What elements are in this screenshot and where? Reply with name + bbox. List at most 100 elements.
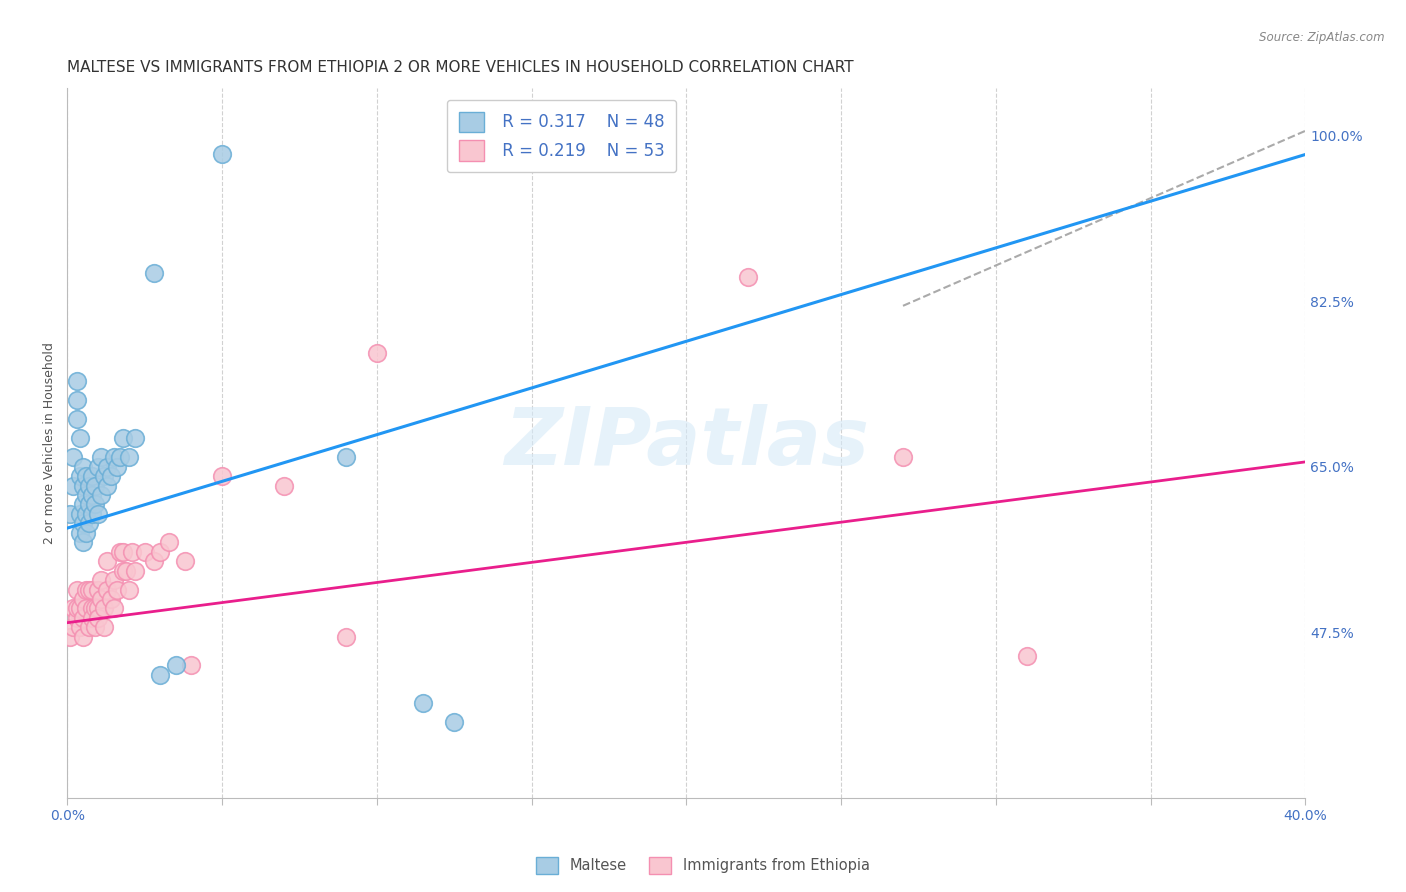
Point bbox=[69, 431, 91, 445]
Point bbox=[80, 488, 103, 502]
Point bbox=[59, 507, 82, 521]
Point bbox=[412, 696, 434, 710]
Point bbox=[80, 601, 103, 615]
Point bbox=[118, 582, 141, 597]
Point bbox=[59, 630, 82, 644]
Point bbox=[96, 478, 118, 492]
Point bbox=[75, 582, 97, 597]
Point bbox=[69, 525, 91, 540]
Point bbox=[72, 498, 94, 512]
Text: ZIPatlas: ZIPatlas bbox=[503, 404, 869, 482]
Point bbox=[90, 450, 112, 465]
Point bbox=[737, 270, 759, 285]
Point bbox=[69, 469, 91, 483]
Point bbox=[75, 469, 97, 483]
Point bbox=[80, 469, 103, 483]
Legend:  R = 0.317    N = 48,  R = 0.219    N = 53: R = 0.317 N = 48, R = 0.219 N = 53 bbox=[447, 100, 676, 172]
Point bbox=[111, 545, 134, 559]
Point bbox=[105, 459, 128, 474]
Point bbox=[149, 667, 172, 681]
Point bbox=[121, 545, 143, 559]
Point bbox=[335, 630, 357, 644]
Point bbox=[100, 469, 122, 483]
Point bbox=[111, 564, 134, 578]
Point bbox=[72, 459, 94, 474]
Point bbox=[180, 658, 202, 673]
Point bbox=[65, 601, 87, 615]
Point bbox=[173, 554, 195, 568]
Point bbox=[90, 592, 112, 607]
Point bbox=[65, 582, 87, 597]
Point bbox=[87, 601, 110, 615]
Text: Source: ZipAtlas.com: Source: ZipAtlas.com bbox=[1260, 31, 1385, 45]
Point bbox=[157, 535, 180, 549]
Point bbox=[84, 478, 107, 492]
Point bbox=[62, 601, 84, 615]
Point bbox=[87, 611, 110, 625]
Point bbox=[77, 478, 100, 492]
Point bbox=[96, 582, 118, 597]
Point bbox=[75, 601, 97, 615]
Point bbox=[142, 554, 165, 568]
Point bbox=[65, 611, 87, 625]
Point bbox=[80, 582, 103, 597]
Point bbox=[62, 620, 84, 634]
Point bbox=[87, 459, 110, 474]
Point bbox=[443, 714, 465, 729]
Point bbox=[69, 601, 91, 615]
Point bbox=[65, 375, 87, 389]
Point bbox=[75, 525, 97, 540]
Legend: Maltese, Immigrants from Ethiopia: Maltese, Immigrants from Ethiopia bbox=[530, 851, 876, 880]
Point bbox=[90, 488, 112, 502]
Point bbox=[69, 507, 91, 521]
Point bbox=[211, 147, 233, 161]
Point bbox=[65, 393, 87, 408]
Point bbox=[115, 564, 138, 578]
Point bbox=[93, 469, 115, 483]
Point bbox=[90, 573, 112, 587]
Point bbox=[69, 620, 91, 634]
Point bbox=[96, 459, 118, 474]
Point bbox=[84, 620, 107, 634]
Point bbox=[111, 431, 134, 445]
Point bbox=[72, 478, 94, 492]
Point bbox=[100, 592, 122, 607]
Point bbox=[211, 469, 233, 483]
Point bbox=[77, 498, 100, 512]
Point bbox=[108, 450, 131, 465]
Point bbox=[118, 450, 141, 465]
Point bbox=[1015, 648, 1038, 663]
Point bbox=[72, 630, 94, 644]
Point bbox=[891, 450, 914, 465]
Point bbox=[273, 478, 295, 492]
Point bbox=[124, 431, 146, 445]
Point bbox=[124, 564, 146, 578]
Point bbox=[142, 266, 165, 280]
Point bbox=[77, 582, 100, 597]
Point bbox=[103, 601, 125, 615]
Point bbox=[62, 478, 84, 492]
Point bbox=[75, 488, 97, 502]
Point bbox=[80, 507, 103, 521]
Point bbox=[62, 450, 84, 465]
Point bbox=[77, 620, 100, 634]
Point bbox=[75, 507, 97, 521]
Point bbox=[149, 545, 172, 559]
Point bbox=[72, 592, 94, 607]
Point bbox=[72, 516, 94, 531]
Point bbox=[335, 450, 357, 465]
Point bbox=[72, 611, 94, 625]
Point bbox=[108, 545, 131, 559]
Point bbox=[105, 582, 128, 597]
Point bbox=[103, 573, 125, 587]
Point bbox=[65, 412, 87, 426]
Point bbox=[93, 601, 115, 615]
Point bbox=[366, 346, 388, 360]
Y-axis label: 2 or more Vehicles in Household: 2 or more Vehicles in Household bbox=[44, 342, 56, 544]
Point bbox=[80, 611, 103, 625]
Point bbox=[165, 658, 187, 673]
Point bbox=[96, 554, 118, 568]
Point bbox=[103, 450, 125, 465]
Point bbox=[93, 620, 115, 634]
Point bbox=[72, 535, 94, 549]
